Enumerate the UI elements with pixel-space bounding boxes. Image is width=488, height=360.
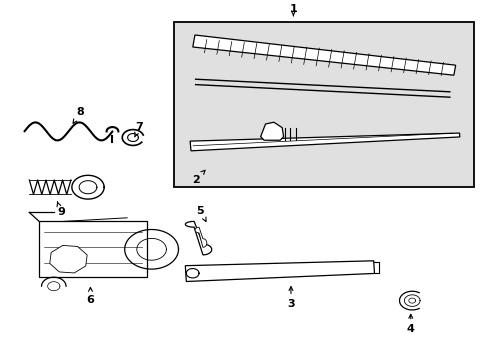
Bar: [173, 22, 473, 187]
Polygon shape: [185, 261, 374, 282]
Bar: [39, 221, 146, 277]
Text: 5: 5: [196, 206, 205, 221]
Text: 1: 1: [289, 4, 297, 14]
Text: 7: 7: [134, 122, 143, 137]
Text: 4: 4: [406, 314, 414, 334]
Polygon shape: [50, 246, 87, 273]
Polygon shape: [190, 133, 459, 151]
Text: 8: 8: [73, 107, 84, 123]
Text: 6: 6: [86, 287, 94, 305]
Polygon shape: [185, 221, 211, 255]
Text: 2: 2: [191, 170, 204, 185]
Polygon shape: [260, 122, 283, 140]
Text: 9: 9: [57, 202, 65, 217]
Polygon shape: [195, 227, 206, 247]
Text: 3: 3: [286, 287, 294, 309]
Polygon shape: [192, 35, 455, 75]
